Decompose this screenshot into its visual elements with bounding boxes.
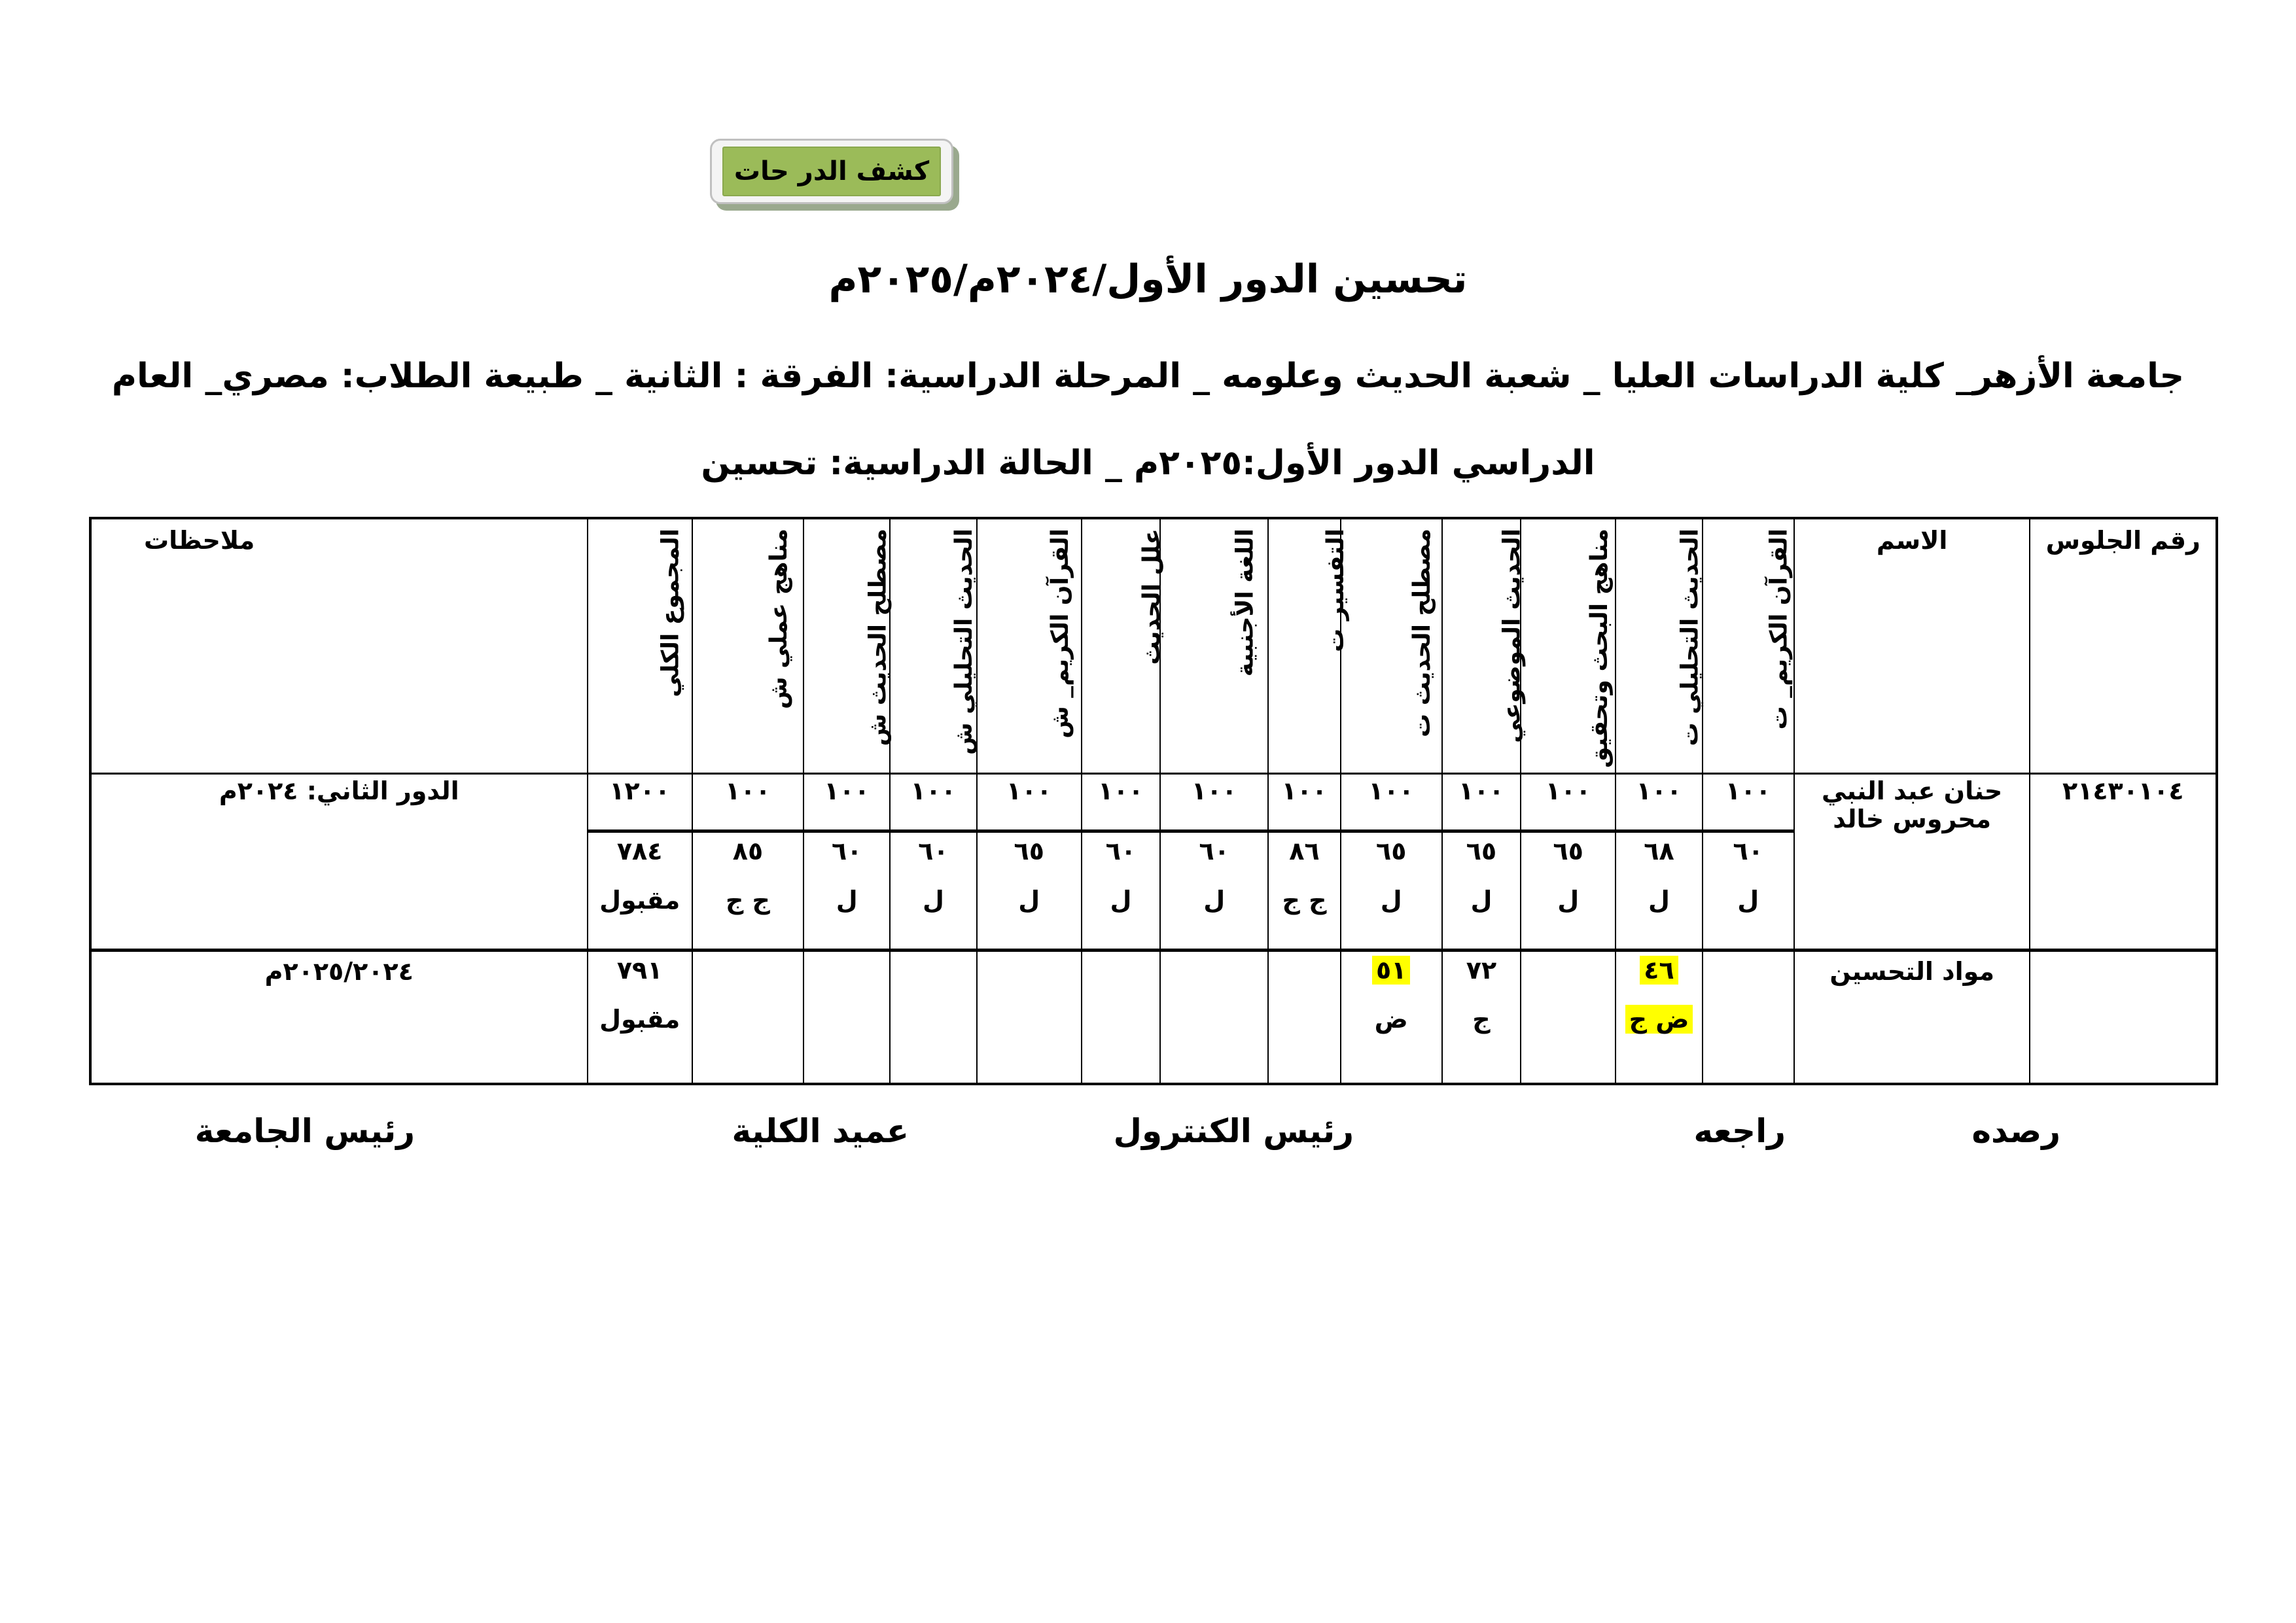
improvement-total-cell: ٧٩١ مقبول bbox=[586, 949, 693, 1085]
col-header-analytic-hadith-written: الحديث التحليلي ت bbox=[1615, 517, 1703, 775]
max-mark-cell: ١٠٠ bbox=[1441, 773, 1522, 833]
improvement-mark-cell bbox=[1267, 949, 1341, 1085]
grades-sheet-button[interactable]: كشف الدر حات bbox=[710, 139, 953, 204]
max-mark-cell: ١٠٠ bbox=[1615, 773, 1703, 833]
col-header-hadith-terminology-oral: مصطلح الحديث ش bbox=[803, 517, 891, 775]
grades-sheet-button-label: كشف الدر حات bbox=[733, 156, 930, 186]
col-header-analytic-hadith-oral: الحديث التحليلي ش bbox=[889, 517, 978, 775]
improvement-mark-cell bbox=[1159, 949, 1269, 1085]
max-mark-cell: ١٠٠ bbox=[976, 773, 1082, 833]
mark-cell: ٦٠ ل bbox=[1159, 830, 1269, 952]
signature-row: رصده راجعه رئيس الكنترول عميد الكلية رئي… bbox=[0, 1112, 2296, 1178]
col-header-foreign-language: اللغة الأجنبية bbox=[1159, 517, 1269, 775]
page-title: تحسين الدور الأول/٢٠٢٤م/٢٠٢٥م bbox=[828, 256, 1468, 302]
table-header-row: رقم الجلوس الاسم القرآن الكريم_ ت الحديث… bbox=[90, 517, 2217, 775]
signature-label-faculty-dean: عميد الكلية bbox=[732, 1112, 909, 1150]
signature-label-control-chief: رئيس الكنترول bbox=[1113, 1112, 1354, 1150]
improvement-mark-cell bbox=[803, 949, 891, 1085]
mark-cell: ٦٥ ل bbox=[1441, 830, 1522, 952]
max-mark-cell: ١٠٠ bbox=[1339, 773, 1443, 833]
max-mark-cell: ١٠٠ bbox=[1159, 773, 1269, 833]
max-mark-cell: ١٠٠ bbox=[1701, 773, 1795, 833]
mark-cell: ٦٥ ل bbox=[1520, 830, 1617, 952]
mark-cell: ٦٥ ل bbox=[1339, 830, 1443, 952]
col-header-name: الاسم bbox=[1793, 517, 2031, 775]
col-header-hadith-terminology-written: مصطلح الحديث ت bbox=[1339, 517, 1443, 775]
improvement-row: مواد التحسين ٤٦ ض ج ٧٢ ج ٥١ ض ٧٩١ مقبول ٢٠٢٥… bbox=[90, 949, 2217, 1085]
max-mark-cell: ١٠٠ bbox=[1520, 773, 1617, 833]
mark-cell: ٦٥ ل bbox=[976, 830, 1082, 952]
col-header-hadith-defects: علل الحديث bbox=[1080, 517, 1165, 775]
improvement-mark-cell bbox=[976, 949, 1082, 1085]
grades-table: رقم الجلوس الاسم القرآن الكريم_ ت الحديث… bbox=[89, 517, 2218, 1085]
mark-cell: ٦٠ ل bbox=[1701, 830, 1795, 952]
improvement-mark-cell: ٥١ ض bbox=[1339, 949, 1443, 1085]
improvement-seat-cell bbox=[2029, 949, 2217, 1085]
improvement-mark-cell bbox=[889, 949, 978, 1085]
improvement-label-cell: مواد التحسين bbox=[1793, 949, 2031, 1085]
improvement-mark-cell: ٤٦ ض ج bbox=[1615, 949, 1703, 1085]
improvement-mark-cell bbox=[1080, 949, 1161, 1085]
max-mark-cell: ١٠٠ bbox=[1267, 773, 1341, 833]
seat-number-cell: ٢١٤٣٠١٠٤ bbox=[2029, 773, 2217, 952]
col-header-methods-practical-oral: مناهج عملي ش bbox=[691, 517, 805, 775]
improvement-mark-cell: ٧٢ ج bbox=[1441, 949, 1522, 1085]
col-header-seat-no: رقم الجلوس bbox=[2029, 517, 2217, 775]
mark-cell: ٦٨ ل bbox=[1615, 830, 1703, 952]
mark-cell: ٨٦ ج ج bbox=[1267, 830, 1341, 952]
max-total-cell: ١٢٠٠ bbox=[586, 773, 693, 833]
col-header-quran-oral: القرآن الكريم_ ش bbox=[976, 517, 1082, 775]
col-header-grand-total: المجموع الكلي bbox=[586, 517, 693, 775]
col-header-thematic-hadith: الحديث الموضوعي bbox=[1441, 517, 1526, 775]
col-header-notes: ملاحظات bbox=[90, 517, 588, 775]
col-header-quran-written: القرآن الكريم_ ت bbox=[1701, 517, 1795, 775]
max-mark-cell: ١٠٠ bbox=[803, 773, 891, 833]
header-line-1: جامعة الأزهر_ كلية الدراسات العليا _ شعب… bbox=[111, 357, 2185, 396]
grades-sheet-button-face: كشف الدر حات bbox=[722, 147, 941, 196]
max-marks-row: ٢١٤٣٠١٠٤ حنان عبد النبي محروس خالد ١٠٠ ١… bbox=[90, 773, 2217, 952]
total-mark-cell: ٧٨٤ مقبول bbox=[586, 830, 693, 952]
mark-cell: ٦٠ ل bbox=[803, 830, 891, 952]
improvement-mark-cell bbox=[691, 949, 805, 1085]
col-header-tafsir-written: التفسير ت bbox=[1267, 517, 1349, 775]
max-mark-cell: ١٠٠ bbox=[1080, 773, 1161, 833]
header-line-2: الدراسي الدور الأول:٢٠٢٥م _ الحالة الدرا… bbox=[701, 444, 1595, 483]
student-notes-cell: الدور الثاني: ٢٠٢٤م bbox=[90, 773, 588, 952]
student-name-cell: حنان عبد النبي محروس خالد bbox=[1793, 773, 2031, 952]
student-marks-row: ٦٠ ل ٦٨ ل ٦٥ ل ٦٥ ل ٦٥ ل ٨٦ ج ج ٦٠ ل ٦٠ ل ٦٥ ل ٦٠… bbox=[90, 830, 2217, 952]
signature-label-recorded-by: رصده bbox=[1971, 1112, 2061, 1150]
improvement-notes-cell: ٢٠٢٥/٢٠٢٤م bbox=[90, 949, 588, 1085]
signature-label-university-president: رئيس الجامعة bbox=[194, 1112, 415, 1150]
col-header-research-methods: مناهج البحث وتحقيق bbox=[1520, 517, 1617, 775]
max-mark-cell: ١٠٠ bbox=[691, 773, 805, 833]
improvement-mark-cell bbox=[1520, 949, 1617, 1085]
mark-cell: ٨٥ ج ج bbox=[691, 830, 805, 952]
signature-label-reviewed-by: راجعه bbox=[1693, 1112, 1786, 1150]
improvement-mark-cell bbox=[1701, 949, 1795, 1085]
max-mark-cell: ١٠٠ bbox=[889, 773, 978, 833]
mark-cell: ٦٠ ل bbox=[889, 830, 978, 952]
mark-cell: ٦٠ ل bbox=[1080, 830, 1161, 952]
